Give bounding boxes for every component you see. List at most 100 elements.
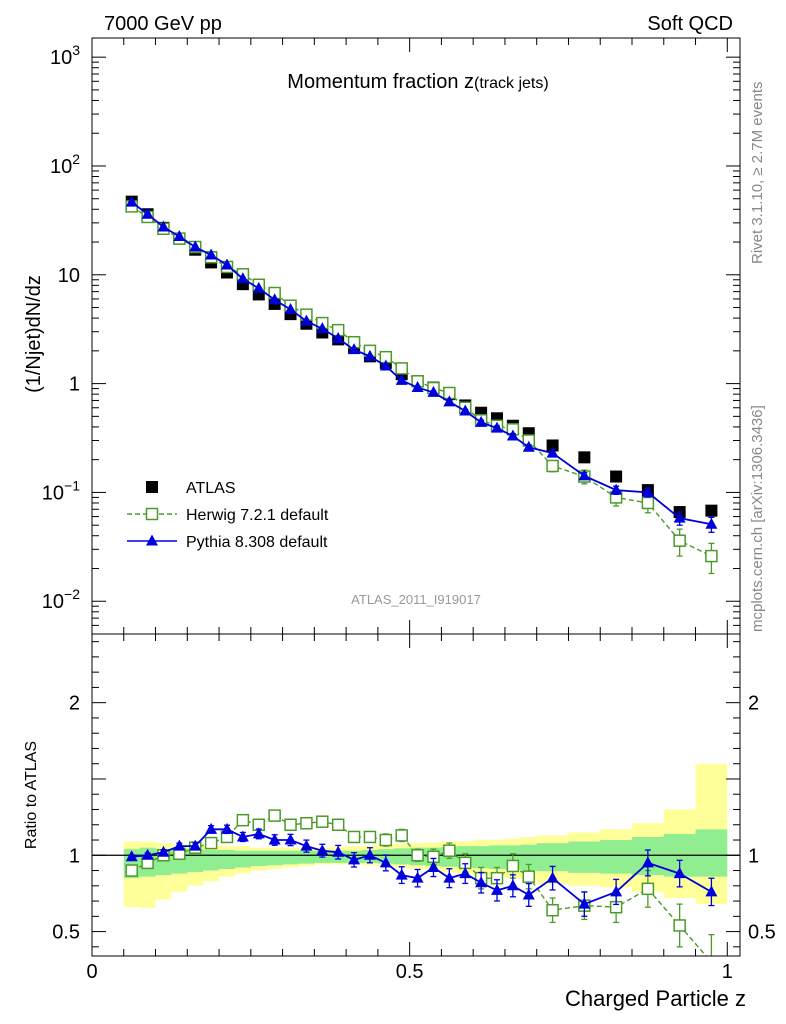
pythia-ratio-point: [316, 844, 329, 856]
pythia-point: [141, 207, 154, 219]
herwig-ratio-point: [705, 955, 718, 956]
pythia-line: [131, 201, 712, 526]
atlas-point: [705, 504, 718, 517]
y-tick-label: 10: [58, 265, 80, 287]
pythia-ratio-point: [705, 885, 718, 897]
ratio-y-tick-label-right: 2: [748, 693, 759, 715]
main-panel: 10−2 10−1 1 10 102 103 Momentum fraction z(tr…: [23, 37, 741, 635]
pythia-point: [506, 429, 519, 441]
main-axes: 10−2 10−1 1 10 102 103: [42, 38, 740, 635]
pythia-point: [348, 343, 361, 355]
pythia-ratio-point: [546, 871, 559, 883]
pythia-point: [332, 331, 345, 343]
herwig-ratio-point: [673, 919, 686, 932]
atlas-point: [578, 451, 591, 464]
ratio-xlabel: Charged Particle z: [565, 986, 746, 1011]
pythia-point: [411, 381, 424, 393]
pythia-point: [221, 258, 233, 270]
pythia-point: [546, 446, 559, 458]
legend-pythia-marker: [146, 534, 158, 546]
legend: ATLAS Herwig 7.2.1 default Pythia 8.308 de…: [127, 480, 329, 551]
herwig-ratio-point: [316, 815, 329, 828]
rivet-note: Rivet 3.1.10, ≥ 2.7M events: [749, 82, 766, 265]
herwig-ratio-point: [125, 864, 138, 877]
legend-herwig-marker: [145, 507, 159, 521]
pythia-ratio-point: [300, 839, 313, 851]
herwig-ratio-point: [641, 882, 655, 896]
pythia-ratio-point: [506, 879, 519, 891]
herwig-ratio-point: [411, 849, 424, 862]
legend-label: ATLAS: [186, 480, 236, 497]
ratio-plot-content: [92, 763, 740, 956]
pythia-point: [522, 440, 535, 452]
pythia-point: [641, 485, 654, 497]
pythia-point: [673, 511, 686, 523]
herwig-point: [546, 459, 559, 473]
herwig-ratio-point: [522, 870, 536, 883]
pythia-ratio-point: [157, 845, 170, 857]
pythia-ratio-point: [268, 833, 281, 845]
ratio-frame: [91, 633, 741, 957]
legend-label: Herwig 7.2.1 default: [186, 507, 329, 524]
ratio-y-tick-label-right: 1: [748, 845, 759, 867]
legend-atlas-marker: [146, 481, 158, 493]
herwig-point: [705, 549, 718, 563]
pythia-ratio-point: [673, 867, 686, 879]
pythia-point: [491, 421, 503, 433]
pythia-ratio-point: [522, 888, 535, 900]
herwig-ratio-point: [284, 818, 297, 832]
y-tick-label: 103: [50, 42, 80, 69]
pythia-point: [236, 272, 249, 284]
process-label: Soft QCD: [647, 13, 733, 35]
pythia-ratio-point: [221, 822, 233, 834]
pythia-ratio-point: [236, 830, 249, 842]
pythia-point: [363, 349, 376, 361]
stat-uncertainty-band: [123, 829, 728, 879]
y-tick-label: 1: [69, 374, 80, 396]
herwig-ratio-point: [331, 818, 345, 832]
pythia-ratio-point: [395, 868, 408, 880]
pythia-point: [578, 469, 591, 481]
herwig-ratio-point: [363, 830, 377, 844]
pythia-point: [705, 517, 718, 529]
pythia-point: [268, 293, 281, 305]
pythia-point: [610, 483, 623, 495]
pythia-ratio-point: [189, 839, 202, 851]
pythia-point: [427, 385, 440, 397]
x-tick-label: 0: [86, 961, 97, 983]
pythia-ratio-point: [379, 856, 392, 868]
herwig-ratio-point: [506, 859, 520, 873]
main-ylabel: (1/Njet)dN/dz: [23, 275, 45, 393]
pythia-point: [189, 240, 202, 252]
ratio-ylabel: Ratio to ATLAS: [23, 741, 40, 849]
pythia-point: [125, 195, 138, 207]
pythia-ratio-point: [173, 839, 186, 851]
pythia-point: [205, 248, 218, 260]
y-tick-label: 10−2: [42, 586, 80, 613]
pythia-point: [395, 373, 408, 385]
herwig-ratio-point: [395, 829, 408, 842]
pythia-point: [475, 415, 488, 427]
herwig-ratio-point: [347, 830, 361, 844]
main-plot-content: [125, 195, 718, 575]
total-uncertainty-band: [123, 763, 728, 908]
pythia-point: [316, 322, 329, 334]
ratio-y-tick-label: 2: [69, 693, 80, 715]
collision-label: 7000 GeV pp: [104, 13, 222, 35]
pythia-ratio-point: [491, 883, 503, 895]
pythia-ratio-point: [284, 833, 297, 845]
pythia-point: [300, 314, 313, 326]
x-tick-label: 0.5: [396, 961, 424, 983]
herwig-point: [641, 496, 655, 510]
pythia-ratio-point: [205, 822, 218, 834]
ratio-axes: 0.5 0.5 1 1 2 2 0 0.5 1: [52, 634, 776, 983]
herwig-ratio-point: [443, 844, 456, 857]
pythia-ratio-point: [475, 876, 488, 888]
herwig-point: [395, 362, 408, 375]
legend-label: Pythia 8.308 default: [186, 534, 328, 551]
herwig-ratio-point: [379, 833, 393, 847]
pythia-point: [459, 404, 472, 416]
ratio-panel: 0.5 0.5 1 1 2 2 0 0.5 1 Ratio to ATLAS Charged P…: [23, 633, 776, 1011]
x-tick-label: 1: [722, 961, 733, 983]
